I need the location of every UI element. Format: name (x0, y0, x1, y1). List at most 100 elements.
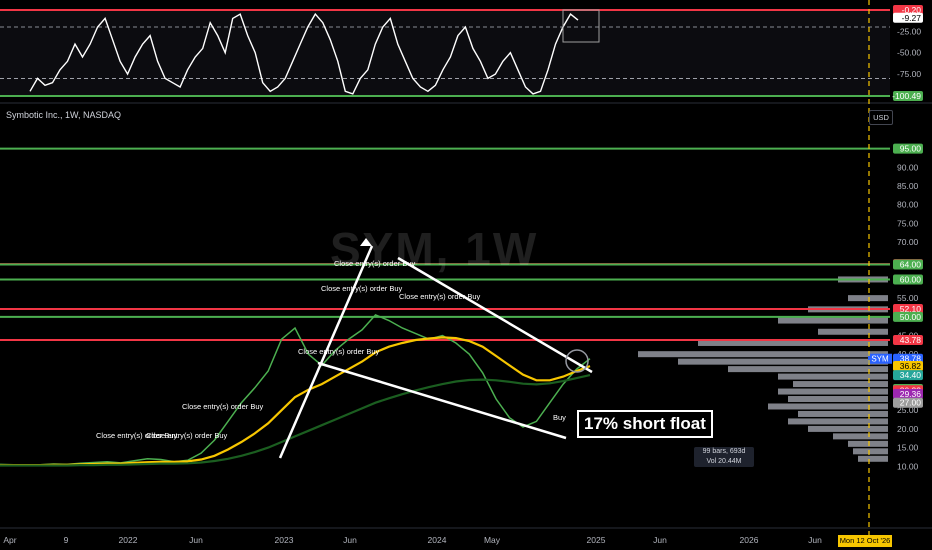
price-tick-label: 80.00 (897, 200, 919, 210)
time-tick-label: 2026 (740, 535, 759, 545)
oscillator-level-tag: -9.27 (902, 13, 922, 23)
oscillator-level-tag-bg (893, 12, 923, 23)
price-tag-symbol: SYM (871, 355, 889, 364)
oscillator-background (0, 10, 890, 96)
time-tick-label: Jun (189, 535, 203, 545)
trade-annotation: Close entry(s) order Buy (298, 347, 380, 356)
price-tick-label: 15.00 (897, 443, 919, 453)
time-tick-label: Jun (653, 535, 667, 545)
volume-profile-bar (778, 317, 888, 324)
bar-info-tooltip: 99 bars, 693d Vol 20.44M (694, 447, 754, 467)
price-level-tag-bg (893, 259, 923, 270)
volume-profile-bar (853, 448, 888, 455)
price-tick-label: 75.00 (897, 218, 919, 228)
bar-info-volume: Vol 20.44M (706, 458, 742, 465)
trade-annotation: Close entry(s) order Buy (334, 259, 416, 268)
trade-annotation: Close entry(s) order Buy (146, 431, 228, 440)
oscillator-line (29, 12, 579, 95)
price-tag: 38.78 (900, 354, 922, 364)
price-tag-bg (893, 370, 923, 381)
time-tick-label: 2024 (428, 535, 447, 545)
trade-annotation: Close entry(s) order Buy (182, 402, 264, 411)
time-tick-label: Jun (808, 535, 822, 545)
volume-profile-bar (778, 388, 888, 395)
bar-info-count: 99 bars, 693d (702, 448, 746, 455)
volume-profile-bar (698, 339, 888, 346)
short-float-callout: 17% short float (577, 410, 713, 438)
oscillator-tick-label: -25.00 (897, 26, 921, 36)
price-level-tag-bg (893, 311, 923, 322)
price-tick-label: 20.00 (897, 424, 919, 434)
price-tick-label: 70.00 (897, 237, 919, 247)
price-level-tag: 50.00 (900, 312, 922, 322)
volume-profile-bar (678, 358, 888, 365)
volume-profile-bar (728, 366, 888, 373)
time-tick-label: 9 (64, 535, 69, 545)
price-tag: 34.40 (900, 370, 922, 380)
price-tick-label: 90.00 (897, 162, 919, 172)
volume-profile-bar (818, 328, 888, 335)
crosshair-date-label: Mon 12 Oct '26 (838, 535, 892, 547)
volume-profile-bar (833, 433, 888, 440)
volume-profile-bar (858, 455, 888, 462)
price-level-tag-bg (893, 303, 923, 314)
price-level-tag: 64.00 (900, 260, 922, 270)
volume-profile-bar (788, 396, 888, 403)
trendline-lower (317, 361, 567, 440)
volume-profile-bar (788, 418, 888, 425)
trade-annotation: Close entry(s) order Buy (399, 292, 481, 301)
volume-profile-bar (798, 410, 888, 417)
price-tag-bg (893, 397, 923, 408)
trade-annotation: Close entry(s) order Buy (96, 431, 178, 440)
oscillator-highlight-box (562, 9, 600, 43)
time-tick-label: 2025 (587, 535, 606, 545)
oscillator-level-tag: -100.49 (892, 91, 921, 101)
price-tag-bg (893, 361, 923, 372)
volume-profile-bar (808, 425, 888, 432)
price-level-tag: 52.10 (900, 304, 922, 314)
volume-profile-bar (793, 381, 888, 388)
trendline-upper (397, 256, 593, 374)
volume-profile-bar (638, 351, 888, 358)
price-tick-label: 25.00 (897, 405, 919, 415)
price-series-line-2 (0, 374, 591, 467)
volume-profile-bar (778, 373, 888, 380)
trendline-arrowhead (360, 238, 372, 246)
trendline-rise (278, 245, 374, 459)
price-tick-label: 85.00 (897, 181, 919, 191)
price-level-tag: 60.00 (900, 274, 922, 284)
price-tag-bg (893, 388, 923, 399)
price-tag: 27.00 (900, 398, 922, 408)
oscillator-level-tag: -0.20 (902, 5, 922, 15)
price-series-line-0 (0, 314, 591, 466)
oscillator-tick-label: -50.00 (897, 48, 921, 58)
volume-profile-bar (848, 295, 888, 302)
oscillator-tick-label: -75.00 (897, 69, 921, 79)
time-tick-label: Jun (343, 535, 357, 545)
trade-annotation: Buy (553, 413, 566, 422)
price-tag: 29.36 (900, 389, 922, 399)
price-level-tag-bg (893, 274, 923, 285)
breakout-circle (565, 349, 589, 373)
volume-profile-bar (768, 403, 888, 410)
price-series-line-1 (0, 336, 591, 467)
time-tick-label: 2022 (119, 535, 138, 545)
price-tick-label: 10.00 (897, 461, 919, 471)
volume-profile-bar (848, 440, 888, 447)
price-level-tag-bg (893, 335, 923, 346)
price-level-tag: 43.78 (900, 335, 922, 345)
trade-annotation: Close entry(s) order Buy (321, 284, 403, 293)
price-level-tag-bg (893, 143, 923, 154)
chart-watermark: SYM, 1W (330, 223, 539, 275)
symbol-title: Symbotic Inc., 1W, NASDAQ (6, 110, 122, 120)
price-tag-bg (868, 353, 892, 364)
time-tick-label: May (484, 535, 501, 545)
price-level-tag: 95.00 (900, 144, 922, 154)
currency-button[interactable]: USD (869, 110, 893, 125)
oscillator-level-tag-bg (893, 90, 923, 101)
time-tick-label: Apr (3, 535, 16, 545)
price-tag: 36.82 (900, 361, 922, 371)
time-tick-label: 2023 (275, 535, 294, 545)
price-tick-label: 55.00 (897, 293, 919, 303)
